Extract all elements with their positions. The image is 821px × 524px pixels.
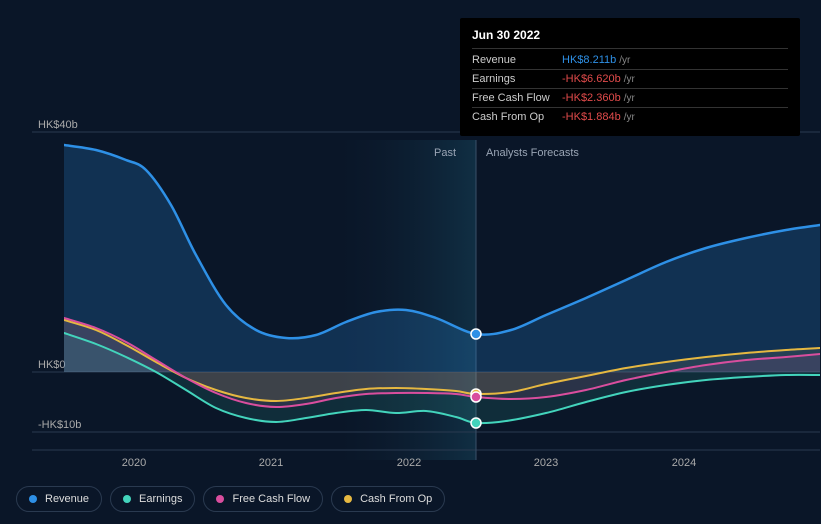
tooltip-metric-label: Free Cash Flow: [472, 92, 562, 104]
tooltip-metric-label: Cash From Op: [472, 111, 562, 123]
tooltip-metric-value: HK$8.211b: [562, 54, 616, 66]
cursor-point-free_cash_flow: [471, 392, 481, 402]
chart-tooltip: Jun 30 2022 RevenueHK$8.211b/yrEarnings-…: [460, 18, 800, 136]
x-axis-label: 2023: [534, 457, 558, 469]
chart-legend: Revenue Earnings Free Cash Flow Cash From O…: [16, 486, 445, 512]
tooltip-suffix: /yr: [624, 112, 635, 123]
x-axis-label: 2024: [672, 457, 696, 469]
cursor-point-earnings: [471, 418, 481, 428]
legend-dot-icon: [123, 495, 131, 503]
legend-item-free_cash_flow[interactable]: Free Cash Flow: [203, 486, 323, 512]
legend-label: Earnings: [139, 493, 182, 505]
x-axis-label: 2020: [122, 457, 146, 469]
legend-item-earnings[interactable]: Earnings: [110, 486, 195, 512]
legend-dot-icon: [344, 495, 352, 503]
cursor-point-revenue: [471, 329, 481, 339]
tooltip-metric-value: -HK$6.620b: [562, 73, 621, 85]
tooltip-suffix: /yr: [624, 93, 635, 104]
tooltip-row: Cash From Op-HK$1.884b/yr: [472, 108, 788, 126]
tooltip-metric-value: -HK$1.884b: [562, 111, 621, 123]
legend-label: Revenue: [45, 493, 89, 505]
tooltip-row: Earnings-HK$6.620b/yr: [472, 70, 788, 89]
tooltip-metric-label: Revenue: [472, 54, 562, 66]
tooltip-row: Free Cash Flow-HK$2.360b/yr: [472, 89, 788, 108]
section-label: Analysts Forecasts: [486, 147, 579, 159]
legend-label: Cash From Op: [360, 493, 432, 505]
legend-item-revenue[interactable]: Revenue: [16, 486, 102, 512]
tooltip-suffix: /yr: [624, 74, 635, 85]
tooltip-metric-value: -HK$2.360b: [562, 92, 621, 104]
legend-dot-icon: [29, 495, 37, 503]
section-label: Past: [434, 147, 456, 159]
x-axis-label: 2022: [397, 457, 421, 469]
tooltip-metric-label: Earnings: [472, 73, 562, 85]
x-axis-label: 2021: [259, 457, 283, 469]
tooltip-suffix: /yr: [619, 55, 630, 66]
tooltip-row: RevenueHK$8.211b/yr: [472, 51, 788, 70]
y-axis-label: HK$40b: [38, 119, 78, 131]
legend-dot-icon: [216, 495, 224, 503]
y-axis-label: HK$0: [38, 359, 66, 371]
legend-item-cash_from_op[interactable]: Cash From Op: [331, 486, 445, 512]
legend-label: Free Cash Flow: [232, 493, 310, 505]
y-axis-label: -HK$10b: [38, 419, 81, 431]
tooltip-date: Jun 30 2022: [472, 28, 788, 49]
